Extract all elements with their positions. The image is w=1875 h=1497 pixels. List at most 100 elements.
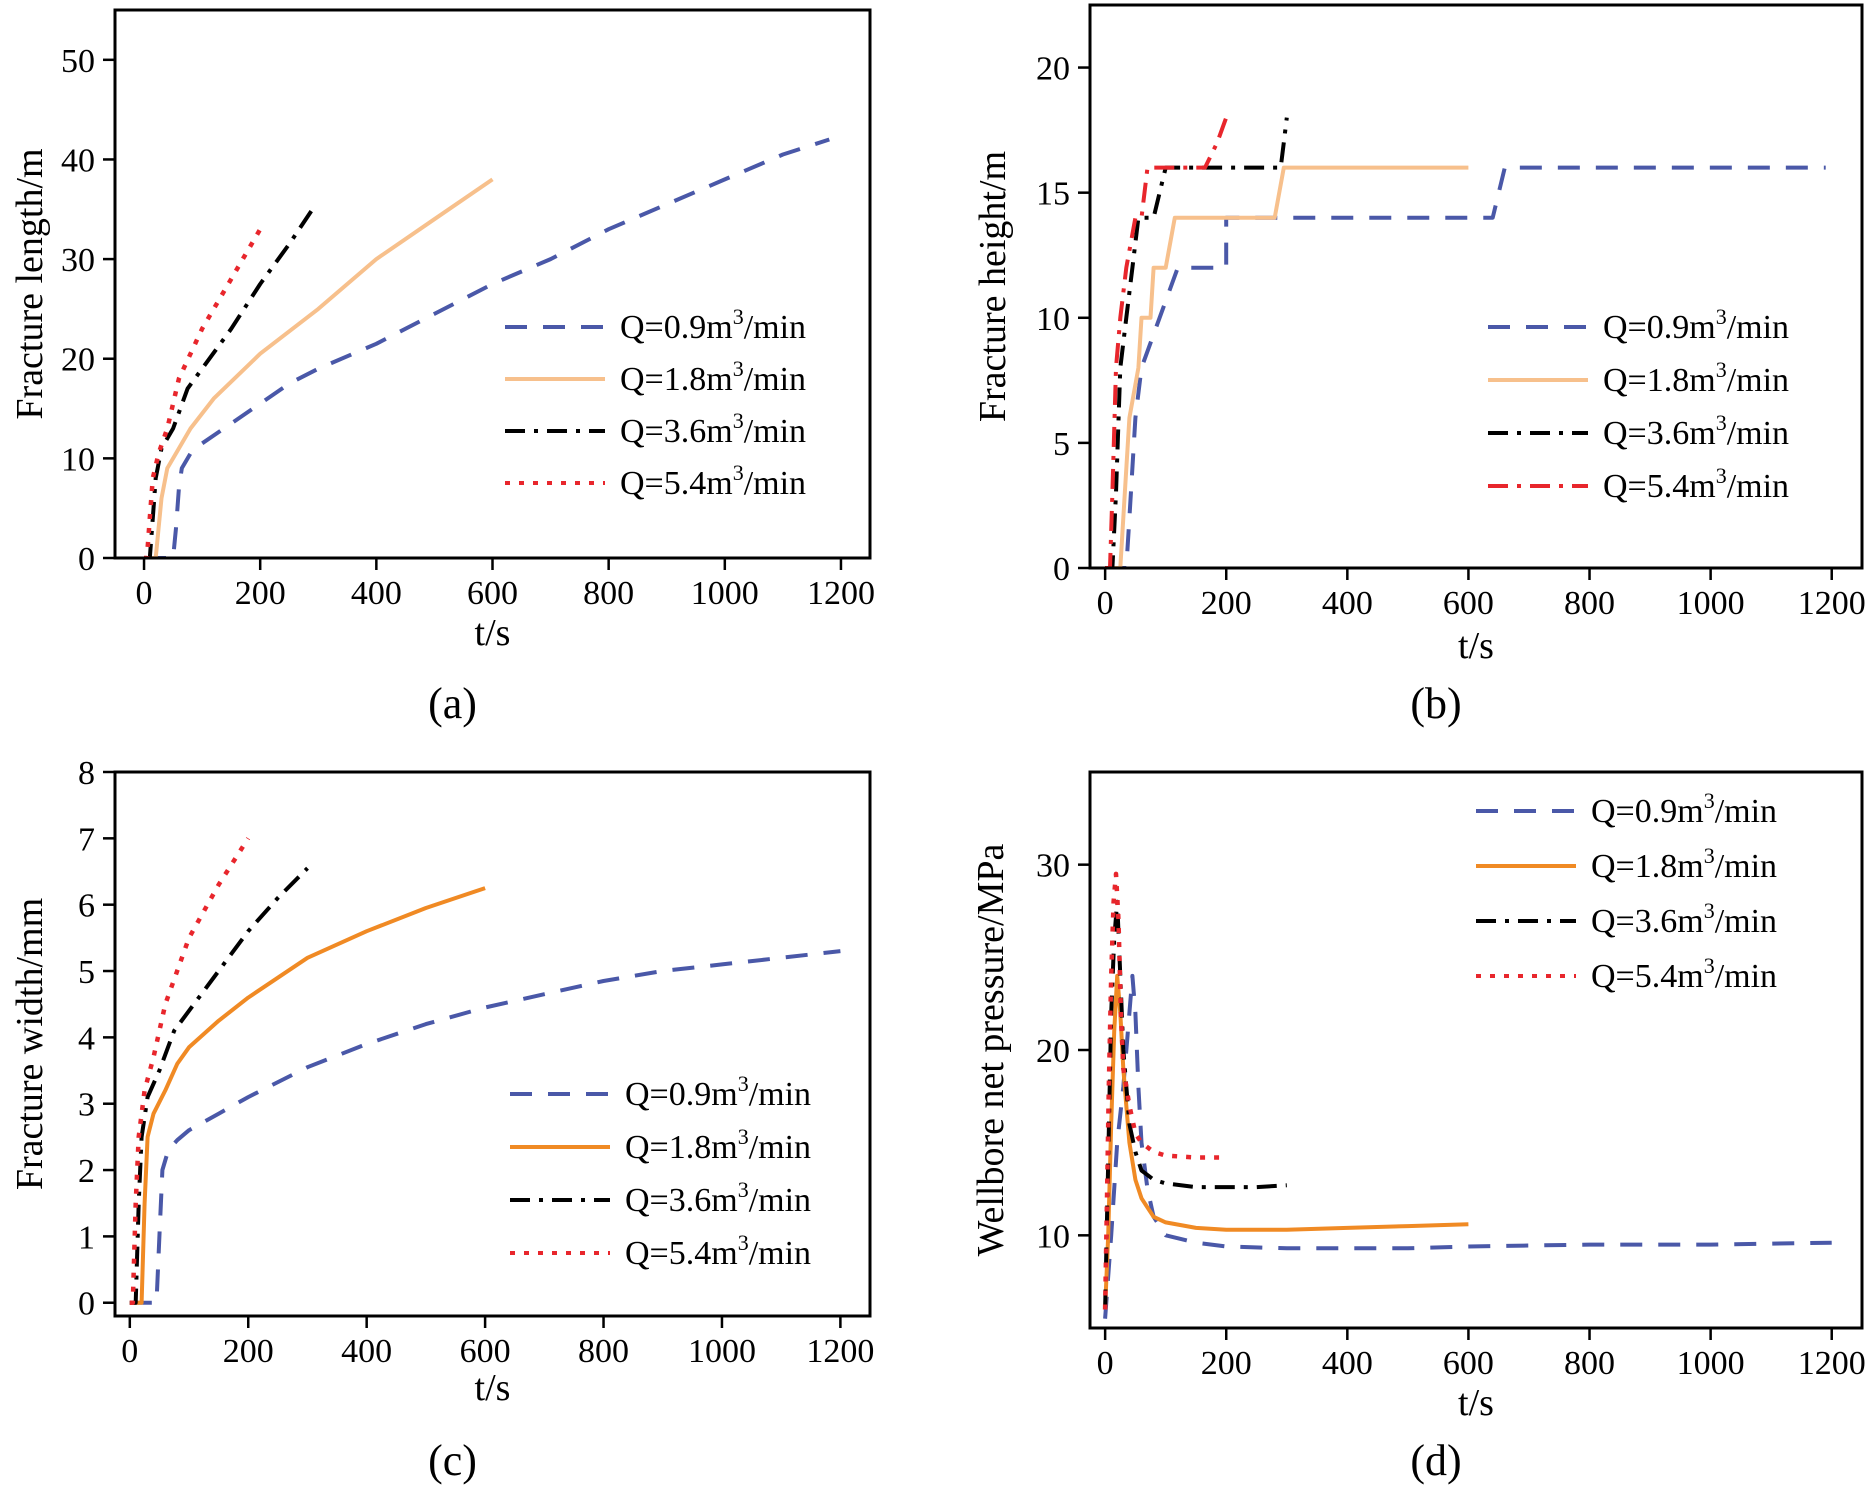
chart-panel-b: 0 200 400 600 800 1000 1200 0 5 10 15 20 t/s Fracture… [972, 3, 1866, 728]
x-tick-label: 800 [578, 1333, 629, 1370]
legend-label-main: Q=1.8m [620, 361, 733, 398]
legend-label-sup: 3 [738, 1177, 749, 1202]
legend-label-sup: 3 [1716, 304, 1727, 329]
x-tick-label: 200 [1201, 1345, 1252, 1382]
legend-label: Q=5.4m3/min [1603, 463, 1789, 505]
series-lines [1102, 871, 1832, 1319]
legend-label: Q=5.4m3/min [1591, 953, 1777, 995]
legend-label-main: Q=3.6m [1591, 903, 1704, 940]
legend-label-tail: /min [1715, 903, 1777, 940]
legend-label-tail: /min [1715, 793, 1777, 830]
series-line-2 [1103, 973, 1469, 1310]
legend-label: Q=0.9m3/min [1591, 788, 1777, 830]
x-tick-label: 0 [1097, 585, 1114, 622]
x-tick-label: 600 [460, 1333, 511, 1370]
x-tick-label: 1000 [691, 575, 759, 612]
y-tick-label: 0 [1053, 551, 1070, 588]
series-line-4 [144, 228, 263, 558]
x-tick-label: 200 [235, 575, 286, 612]
x-tick-label: 1200 [1798, 1345, 1866, 1382]
legend-label-tail: /min [1727, 415, 1789, 452]
legend-label-main: Q=0.9m [1603, 309, 1716, 346]
series-line-1 [1105, 165, 1826, 568]
legend-label-tail: /min [1727, 309, 1789, 346]
legend-label-tail: /min [1715, 958, 1777, 995]
x-tick-label: 0 [1097, 1345, 1114, 1382]
y-tick-label: 10 [61, 441, 95, 478]
chart-panel-a: 0 200 400 600 800 1000 1200 0 10 20 30 40 50 t/s Fract… [9, 8, 875, 728]
chart-panel-c: 0 200 400 600 800 1000 1200 0 1 2 3 4 5 6 7 8 t/s Fractur… [9, 755, 874, 1485]
legend-label-tail: /min [744, 361, 806, 398]
legend-label-sup: 3 [733, 408, 744, 433]
series-lines [129, 837, 841, 1305]
legend: Q=0.9m3/minQ=1.8m3/minQ=3.6m3/minQ=5.4m3… [510, 1071, 811, 1272]
legend-label-sup: 3 [738, 1124, 749, 1149]
panel-label: (b) [1410, 679, 1461, 728]
x-tick-label: 800 [1564, 1345, 1615, 1382]
x-tick-label: 1200 [1798, 585, 1866, 622]
legend-label-tail: /min [744, 309, 806, 346]
legend-label-sup: 3 [1716, 463, 1727, 488]
legend-label-tail: /min [749, 1129, 811, 1166]
legend-label-main: Q=0.9m [620, 309, 733, 346]
legend: Q=0.9m3/minQ=1.8m3/minQ=3.6m3/minQ=5.4m3… [1476, 788, 1777, 995]
axis-frame [1088, 3, 1864, 570]
y-tick-label: 5 [78, 954, 95, 991]
axis-frame [113, 770, 872, 1318]
series-lines [1105, 116, 1826, 568]
legend-label-sup: 3 [1716, 410, 1727, 435]
y-tick-label: 0 [78, 1286, 95, 1323]
legend-label: Q=3.6m3/min [1603, 410, 1789, 452]
series-line-4 [1102, 871, 1227, 1310]
x-axis-label: t/s [475, 1367, 511, 1409]
legend-label-main: Q=0.9m [625, 1076, 738, 1113]
series-line-1 [129, 949, 841, 1305]
x-axis-label: t/s [1458, 1382, 1494, 1424]
y-tick-label: 50 [61, 43, 95, 80]
x-tick-label: 600 [467, 575, 518, 612]
legend-label: Q=3.6m3/min [1591, 898, 1777, 940]
x-tick-label: 600 [1443, 1345, 1494, 1382]
legend-label-tail: /min [749, 1182, 811, 1219]
y-tick-label: 20 [61, 342, 95, 379]
legend-label-main: Q=1.8m [625, 1129, 738, 1166]
x-tick-label: 400 [1322, 1345, 1373, 1382]
series-line-4 [129, 837, 251, 1305]
legend-label: Q=5.4m3/min [625, 1230, 811, 1272]
x-tick-label: 0 [136, 575, 153, 612]
x-tick-label: 200 [223, 1333, 274, 1370]
legend-label: Q=3.6m3/min [625, 1177, 811, 1219]
x-tick-label: 1000 [1677, 1345, 1745, 1382]
legend-label-sup: 3 [1704, 898, 1715, 923]
x-tick-label: 400 [341, 1333, 392, 1370]
legend-label: Q=1.8m3/min [1603, 357, 1789, 399]
legend-label: Q=1.8m3/min [620, 356, 806, 398]
x-tick-label: 200 [1201, 585, 1252, 622]
legend-label: Q=0.9m3/min [1603, 304, 1789, 346]
y-tick-label: 5 [1053, 426, 1070, 463]
y-tick-label: 1 [78, 1219, 95, 1256]
legend-label-tail: /min [744, 465, 806, 502]
legend: Q=0.9m3/minQ=1.8m3/minQ=3.6m3/minQ=5.4m3… [505, 304, 806, 502]
series-line-2 [144, 177, 494, 558]
y-tick-label: 30 [61, 242, 95, 279]
x-tick-label: 400 [351, 575, 402, 612]
y-tick-label: 8 [78, 755, 95, 792]
legend-label-tail: /min [1727, 468, 1789, 505]
x-tick-label: 1000 [688, 1333, 756, 1370]
y-tick-label: 0 [78, 541, 95, 578]
y-tick-label: 7 [78, 821, 95, 858]
legend-label: Q=1.8m3/min [625, 1124, 811, 1166]
y-tick-label: 10 [1036, 1218, 1070, 1255]
x-tick-label: 1200 [807, 575, 875, 612]
legend-label-sup: 3 [738, 1230, 749, 1255]
legend-label-sup: 3 [1704, 788, 1715, 813]
series-line-2 [129, 886, 486, 1305]
y-tick-label: 40 [61, 142, 95, 179]
y-axis-label: Fracture width/mm [9, 898, 51, 1190]
panel-label: (a) [428, 679, 477, 728]
legend-label-main: Q=5.4m [1603, 468, 1716, 505]
series-line-2 [1105, 165, 1469, 568]
panel-label: (c) [428, 1436, 477, 1485]
